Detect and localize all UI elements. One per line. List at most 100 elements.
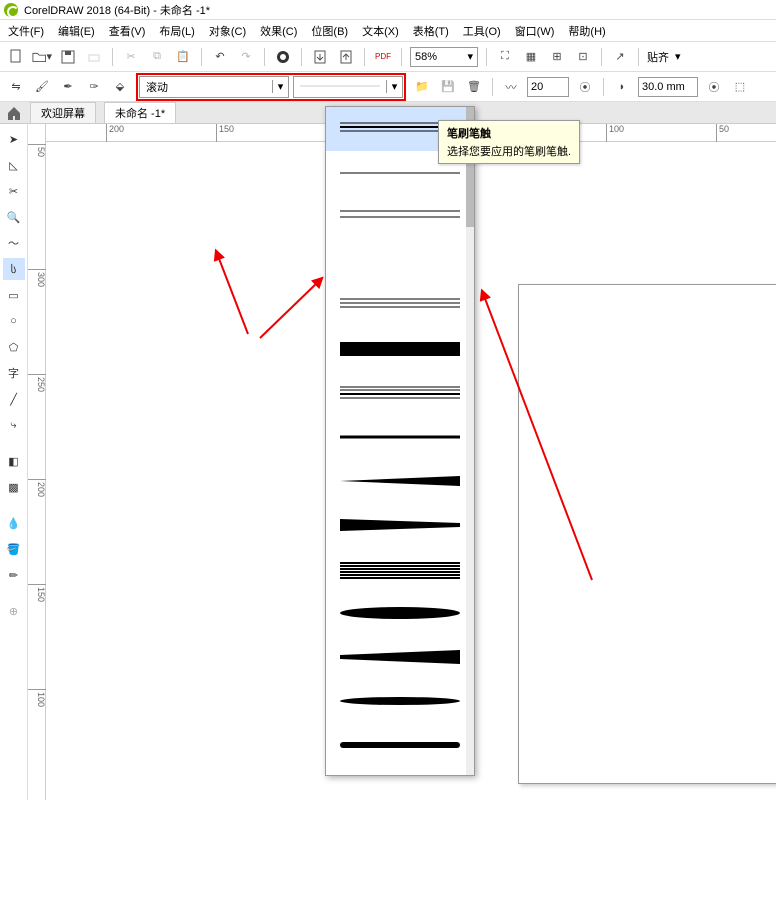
brush-stroke-item[interactable] xyxy=(326,283,474,327)
eyedropper-tool[interactable]: 💧 xyxy=(3,512,25,534)
brush-stroke-dropdown[interactable] xyxy=(325,106,475,776)
export-button[interactable] xyxy=(336,47,356,67)
property-toolbar: ⇋ 🖌 ✒ ✑ ⬙ 滚动 ▾ ▾ 📁 💾 🗑 〰 20 ⦿ ◗ 30.0 mm … xyxy=(0,72,776,102)
brush-stroke-item[interactable] xyxy=(326,415,474,459)
smoothing-input[interactable]: 20 xyxy=(527,77,569,97)
brush-stroke-item[interactable] xyxy=(326,371,474,415)
brush-stroke-item[interactable] xyxy=(326,723,474,767)
text-tool[interactable]: 字 xyxy=(3,362,25,384)
menubar: 文件(F) 编辑(E) 查看(V) 布局(L) 对象(C) 效果(C) 位图(B) 文本(X)… xyxy=(0,20,776,42)
home-icon[interactable] xyxy=(6,105,22,121)
publish-pdf-button[interactable]: PDF xyxy=(373,47,393,67)
brush-tool-icon[interactable]: 🖌 xyxy=(32,77,52,97)
window-title: CorelDRAW 2018 (64-Bit) - 未命名 -1* xyxy=(24,2,210,18)
brush-stroke-item[interactable] xyxy=(326,459,474,503)
snap-label[interactable]: 贴齐 xyxy=(647,49,669,65)
calligraphy-icon[interactable]: ✑ xyxy=(84,77,104,97)
grid-button[interactable]: ▦ xyxy=(521,47,541,67)
rulers-button[interactable]: ⊡ xyxy=(573,47,593,67)
save-stroke-button[interactable]: 💾 xyxy=(438,77,458,97)
chevron-down-icon: ▾ xyxy=(272,80,288,93)
brush-stroke-item[interactable] xyxy=(326,547,474,591)
guides-button[interactable]: ⊞ xyxy=(547,47,567,67)
add-tool[interactable]: ⊕ xyxy=(3,600,25,622)
tab-document[interactable]: 未命名 -1* xyxy=(104,102,176,123)
outline-tool[interactable]: ✏ xyxy=(3,564,25,586)
fill-tool[interactable]: 🪣 xyxy=(3,538,25,560)
width-input[interactable]: 30.0 mm xyxy=(638,77,698,97)
delete-button[interactable]: 🗑 xyxy=(464,77,484,97)
brush-stroke-item[interactable] xyxy=(326,327,474,371)
open-button[interactable]: ▾ xyxy=(32,47,52,67)
zoom-tool[interactable]: 🔍 xyxy=(3,206,25,228)
cut-button[interactable]: ✂ xyxy=(121,47,141,67)
brush-stroke-item[interactable] xyxy=(326,503,474,547)
copy-button[interactable]: ⧉ xyxy=(147,47,167,67)
print-button[interactable] xyxy=(84,47,104,67)
page xyxy=(518,284,776,784)
ruler-vertical: 50300250200150100 xyxy=(28,124,46,800)
tooltip: 笔刷笔触 选择您要应用的笔刷笔触. xyxy=(438,120,580,164)
parallel-dim-tool[interactable]: ╱ xyxy=(3,388,25,410)
menu-item[interactable]: 位图(B) xyxy=(311,23,348,39)
paste-button[interactable]: 📋 xyxy=(173,47,193,67)
connector-tool[interactable]: ⤷ xyxy=(3,414,25,436)
brush-stroke-item[interactable] xyxy=(326,591,474,635)
zoom-combo[interactable]: 58%▾ xyxy=(410,47,478,67)
menu-item[interactable]: 查看(V) xyxy=(109,23,146,39)
pick-tool[interactable]: ➤ xyxy=(3,128,25,150)
tab-welcome[interactable]: 欢迎屏幕 xyxy=(30,102,96,123)
brush-stroke-item[interactable] xyxy=(326,679,474,723)
spinner-icon[interactable]: ⦿ xyxy=(704,77,724,97)
tooltip-body: 选择您要应用的笔刷笔触. xyxy=(447,143,571,159)
menu-item[interactable]: 编辑(E) xyxy=(58,23,95,39)
search-button[interactable] xyxy=(273,47,293,67)
ellipse-tool[interactable]: ○ xyxy=(3,310,25,332)
chevron-down-icon: ▾ xyxy=(386,80,402,93)
undo-button[interactable]: ↶ xyxy=(210,47,230,67)
pressure-icon[interactable]: ⬙ xyxy=(110,77,130,97)
brush-stroke-item[interactable] xyxy=(326,635,474,679)
stroke-category-combo[interactable]: 滚动 ▾ xyxy=(139,76,289,98)
menu-item[interactable]: 工具(O) xyxy=(463,23,501,39)
bounding-icon[interactable]: ⬚ xyxy=(730,77,750,97)
crop-tool[interactable]: ✂ xyxy=(3,180,25,202)
mirror-h-icon[interactable]: ⇋ xyxy=(6,77,26,97)
brush-stroke-item[interactable] xyxy=(326,767,474,776)
brush-stroke-item[interactable] xyxy=(326,195,474,239)
stroke-preview xyxy=(294,81,386,93)
freehand-tool[interactable]: 〜 xyxy=(3,232,25,254)
browse-button[interactable]: 📁 xyxy=(412,77,432,97)
menu-item[interactable]: 文件(F) xyxy=(8,23,44,39)
spinner-icon[interactable]: ⦿ xyxy=(575,77,595,97)
menu-item[interactable]: 对象(C) xyxy=(209,23,246,39)
menu-item[interactable]: 效果(C) xyxy=(260,23,297,39)
fullscreen-button[interactable]: ⛶ xyxy=(495,47,515,67)
stroke-category-value: 滚动 xyxy=(140,79,272,95)
artistic-media-tool[interactable]: ს xyxy=(3,258,25,280)
menu-item[interactable]: 表格(T) xyxy=(413,23,449,39)
launch-button[interactable]: ↗ xyxy=(610,47,630,67)
save-button[interactable] xyxy=(58,47,78,67)
width-icon: ◗ xyxy=(612,77,632,97)
redo-button[interactable]: ↷ xyxy=(236,47,256,67)
toolbox: ➤ ◺ ✂ 🔍 〜 ს ▭ ○ ⬠ 字 ╱ ⤷ ◧ ▩ 💧 🪣 ✏ ⊕ xyxy=(0,124,28,800)
sprayer-icon[interactable]: ✒ xyxy=(58,77,78,97)
zoom-value: 58% xyxy=(415,51,437,63)
stroke-preview-combo[interactable]: ▾ xyxy=(293,76,403,98)
new-button[interactable] xyxy=(6,47,26,67)
scrollbar[interactable] xyxy=(466,107,474,775)
smoothing-icon: 〰 xyxy=(501,77,521,97)
shape-tool[interactable]: ◺ xyxy=(3,154,25,176)
menu-item[interactable]: 窗口(W) xyxy=(515,23,555,39)
menu-item[interactable]: 帮助(H) xyxy=(568,23,605,39)
highlight-box-1: 滚动 ▾ ▾ xyxy=(136,73,406,101)
brush-stroke-item[interactable] xyxy=(326,239,474,283)
menu-item[interactable]: 布局(L) xyxy=(159,23,194,39)
menu-item[interactable]: 文本(X) xyxy=(362,23,399,39)
rectangle-tool[interactable]: ▭ xyxy=(3,284,25,306)
transparency-tool[interactable]: ▩ xyxy=(3,476,25,498)
import-button[interactable] xyxy=(310,47,330,67)
drop-shadow-tool[interactable]: ◧ xyxy=(3,450,25,472)
polygon-tool[interactable]: ⬠ xyxy=(3,336,25,358)
